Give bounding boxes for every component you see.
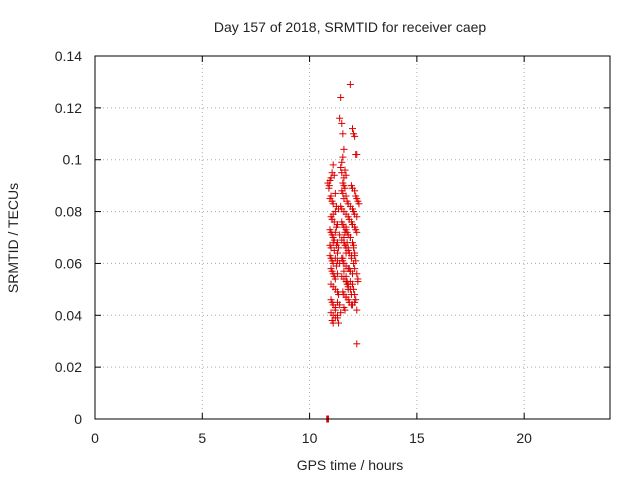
data-point [341,228,349,236]
data-point [342,272,350,280]
data-point [333,249,341,257]
data-point [352,257,360,265]
data-point [349,125,356,133]
data-point [353,151,361,159]
data-point [341,166,349,174]
data-point [339,254,347,262]
y-tick-label: 0.12 [55,100,82,116]
y-tick-label: 0.06 [55,255,82,271]
y-tick-label: 0.08 [55,204,82,220]
y-tick-label: 0 [74,411,82,427]
data-point [333,311,341,319]
y-tick-label: 0.02 [55,359,82,375]
data-point [351,298,359,306]
data-point [351,252,359,260]
data-point [335,244,343,252]
data-point [353,306,361,314]
data-point [350,285,358,293]
x-tick-label: 10 [302,430,318,446]
data-point [353,340,361,348]
axis-ticks: 0 5 10 15 20 0 0.02 0.04 0.06 0.08 0.1 0.12 0.14 [55,48,610,446]
y-axis-label: SRMTID / TECUs [5,183,21,293]
data-point [353,228,361,236]
x-axis-label: GPS time / hours [297,457,404,473]
data-point [339,130,347,138]
data-point [337,163,345,171]
data-point [351,187,359,195]
data-point [339,153,347,161]
data-point [342,223,350,231]
data-point [353,270,361,278]
data-point [330,171,338,179]
data-point [340,145,348,153]
data-point [338,119,346,127]
y-tick-label: 0.1 [63,152,83,168]
data-point [353,213,361,221]
data-point [350,241,358,249]
data-point [336,231,344,239]
data-point [351,291,359,299]
x-tick-label: 20 [516,430,532,446]
data-point [325,182,333,190]
data-point [342,249,350,257]
data-points [323,81,363,423]
data-point [341,306,349,314]
data-point [340,267,348,275]
data-point [331,306,339,314]
x-tick-label: 5 [198,430,206,446]
data-point [327,192,335,200]
data-point [346,81,354,89]
data-point [340,234,348,241]
x-tick-label: 15 [409,430,425,446]
data-point [336,114,344,122]
x-tick-label: 0 [91,430,99,446]
data-point [355,200,363,208]
data-point [332,223,340,231]
data-point [329,161,337,169]
data-point [337,93,345,101]
grid [95,56,610,419]
data-point [351,132,359,140]
chart-title: Day 157 of 2018, SRMTID for receiver cae… [214,19,487,35]
y-tick-label: 0.14 [55,48,82,64]
data-point [331,189,339,197]
plot-frame [94,55,611,420]
data-point [331,275,339,283]
data-point [342,293,350,301]
data-point [346,234,354,241]
data-point [333,270,341,278]
data-point [338,158,346,166]
data-point [354,278,362,286]
data-point [349,280,356,288]
data-point [342,171,350,179]
data-point [342,192,350,200]
data-point [331,228,339,236]
data-point [336,301,344,309]
y-tick-label: 0.04 [55,307,82,323]
data-point [351,265,359,273]
data-point [335,319,343,327]
